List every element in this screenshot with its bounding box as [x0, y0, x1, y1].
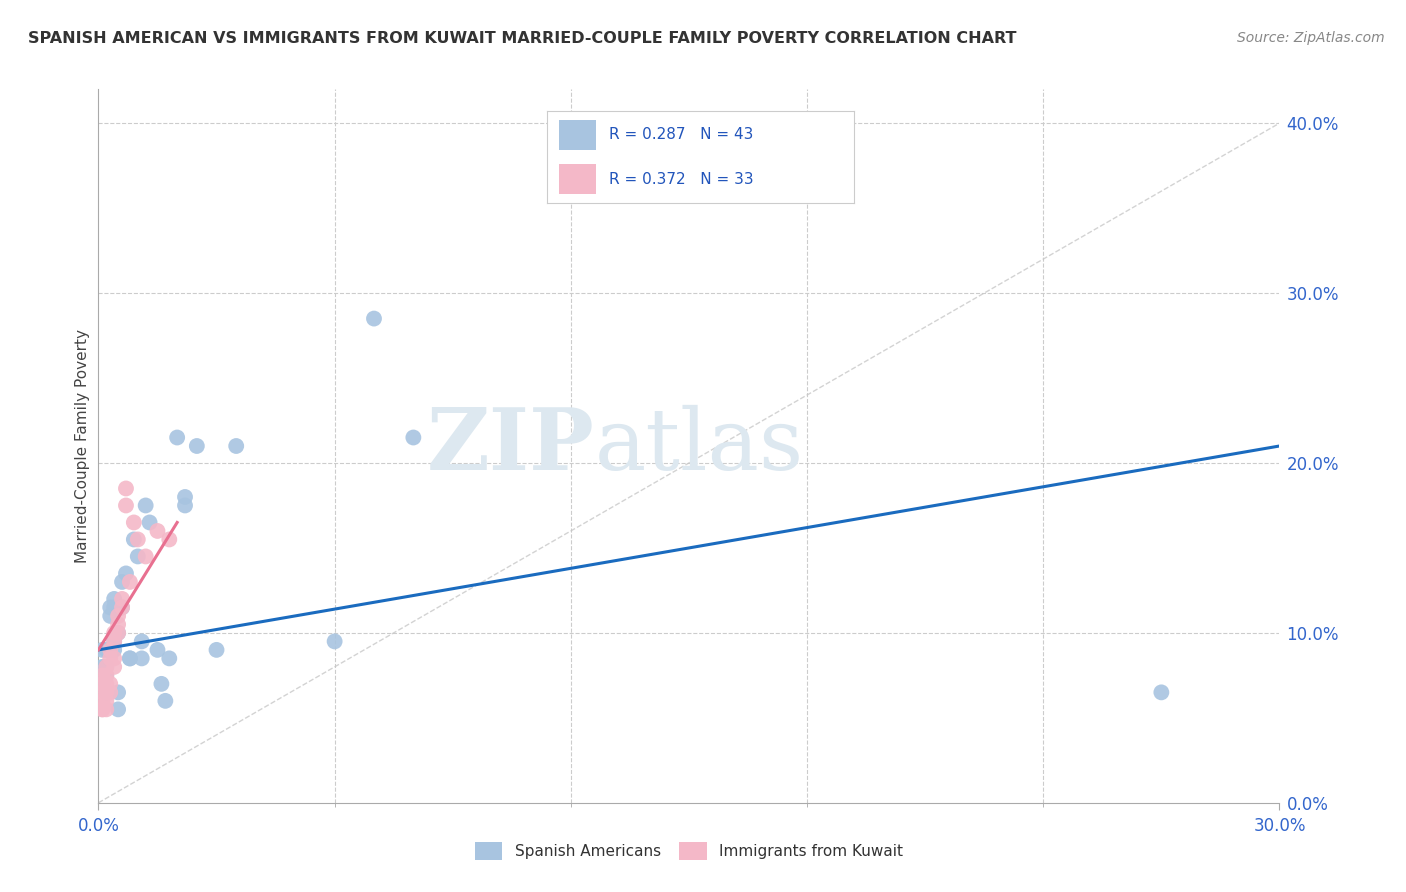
Point: [107, 626, 129, 640]
Point: [96, 668, 118, 682]
Text: ZIP: ZIP: [426, 404, 595, 488]
Point: [96, 677, 118, 691]
Point: [118, 651, 141, 665]
Point: [166, 430, 188, 444]
Point: [103, 591, 125, 606]
Point: [107, 702, 129, 716]
Point: [127, 549, 149, 564]
Point: [131, 651, 153, 665]
Y-axis label: Married-Couple Family Poverty: Married-Couple Family Poverty: [75, 329, 90, 563]
Point: [111, 574, 134, 589]
Point: [103, 651, 125, 665]
Legend: Spanish Americans, Immigrants from Kuwait: Spanish Americans, Immigrants from Kuwai…: [468, 836, 910, 866]
Point: [98, 600, 121, 615]
Point: [111, 600, 134, 615]
Point: [118, 651, 141, 665]
Point: [103, 600, 125, 615]
Point: [146, 643, 169, 657]
Point: [91, 668, 114, 682]
Point: [91, 677, 114, 691]
Point: [107, 685, 129, 699]
Point: [98, 643, 121, 657]
Point: [91, 677, 114, 691]
Point: [107, 608, 129, 623]
Point: [363, 311, 385, 326]
Point: [96, 668, 118, 682]
Point: [115, 482, 138, 496]
Point: [138, 516, 160, 530]
Point: [91, 677, 114, 691]
Point: [98, 685, 121, 699]
Point: [103, 626, 125, 640]
Point: [122, 516, 145, 530]
Point: [115, 499, 138, 513]
Point: [96, 660, 118, 674]
Point: [98, 608, 121, 623]
Point: [157, 533, 180, 547]
Point: [103, 634, 125, 648]
Point: [205, 643, 228, 657]
Point: [146, 524, 169, 538]
Point: [96, 685, 118, 699]
Point: [91, 643, 114, 657]
Point: [103, 634, 125, 648]
Point: [91, 660, 114, 674]
Point: [98, 643, 121, 657]
Text: Source: ZipAtlas.com: Source: ZipAtlas.com: [1237, 31, 1385, 45]
Point: [150, 677, 173, 691]
Point: [118, 574, 141, 589]
Point: [103, 643, 125, 657]
Point: [96, 694, 118, 708]
Point: [107, 617, 129, 632]
Point: [127, 533, 149, 547]
Point: [111, 600, 134, 615]
Point: [323, 634, 346, 648]
Point: [131, 634, 153, 648]
Point: [103, 660, 125, 674]
Point: [98, 651, 121, 665]
Point: [135, 499, 157, 513]
Point: [402, 430, 425, 444]
Point: [174, 499, 197, 513]
Point: [155, 694, 177, 708]
Point: [186, 439, 208, 453]
Point: [157, 651, 180, 665]
Point: [96, 685, 118, 699]
Point: [174, 490, 197, 504]
Point: [225, 439, 247, 453]
Point: [96, 643, 118, 657]
Point: [122, 533, 145, 547]
Point: [135, 549, 157, 564]
Point: [107, 626, 129, 640]
Point: [91, 702, 114, 716]
Point: [115, 566, 138, 581]
Point: [96, 660, 118, 674]
Text: atlas: atlas: [595, 404, 804, 488]
Point: [91, 702, 114, 716]
Text: SPANISH AMERICAN VS IMMIGRANTS FROM KUWAIT MARRIED-COUPLE FAMILY POVERTY CORRELA: SPANISH AMERICAN VS IMMIGRANTS FROM KUWA…: [28, 31, 1017, 46]
Point: [91, 685, 114, 699]
Point: [96, 702, 118, 716]
Point: [1150, 685, 1173, 699]
Point: [91, 694, 114, 708]
Point: [98, 677, 121, 691]
Point: [111, 591, 134, 606]
